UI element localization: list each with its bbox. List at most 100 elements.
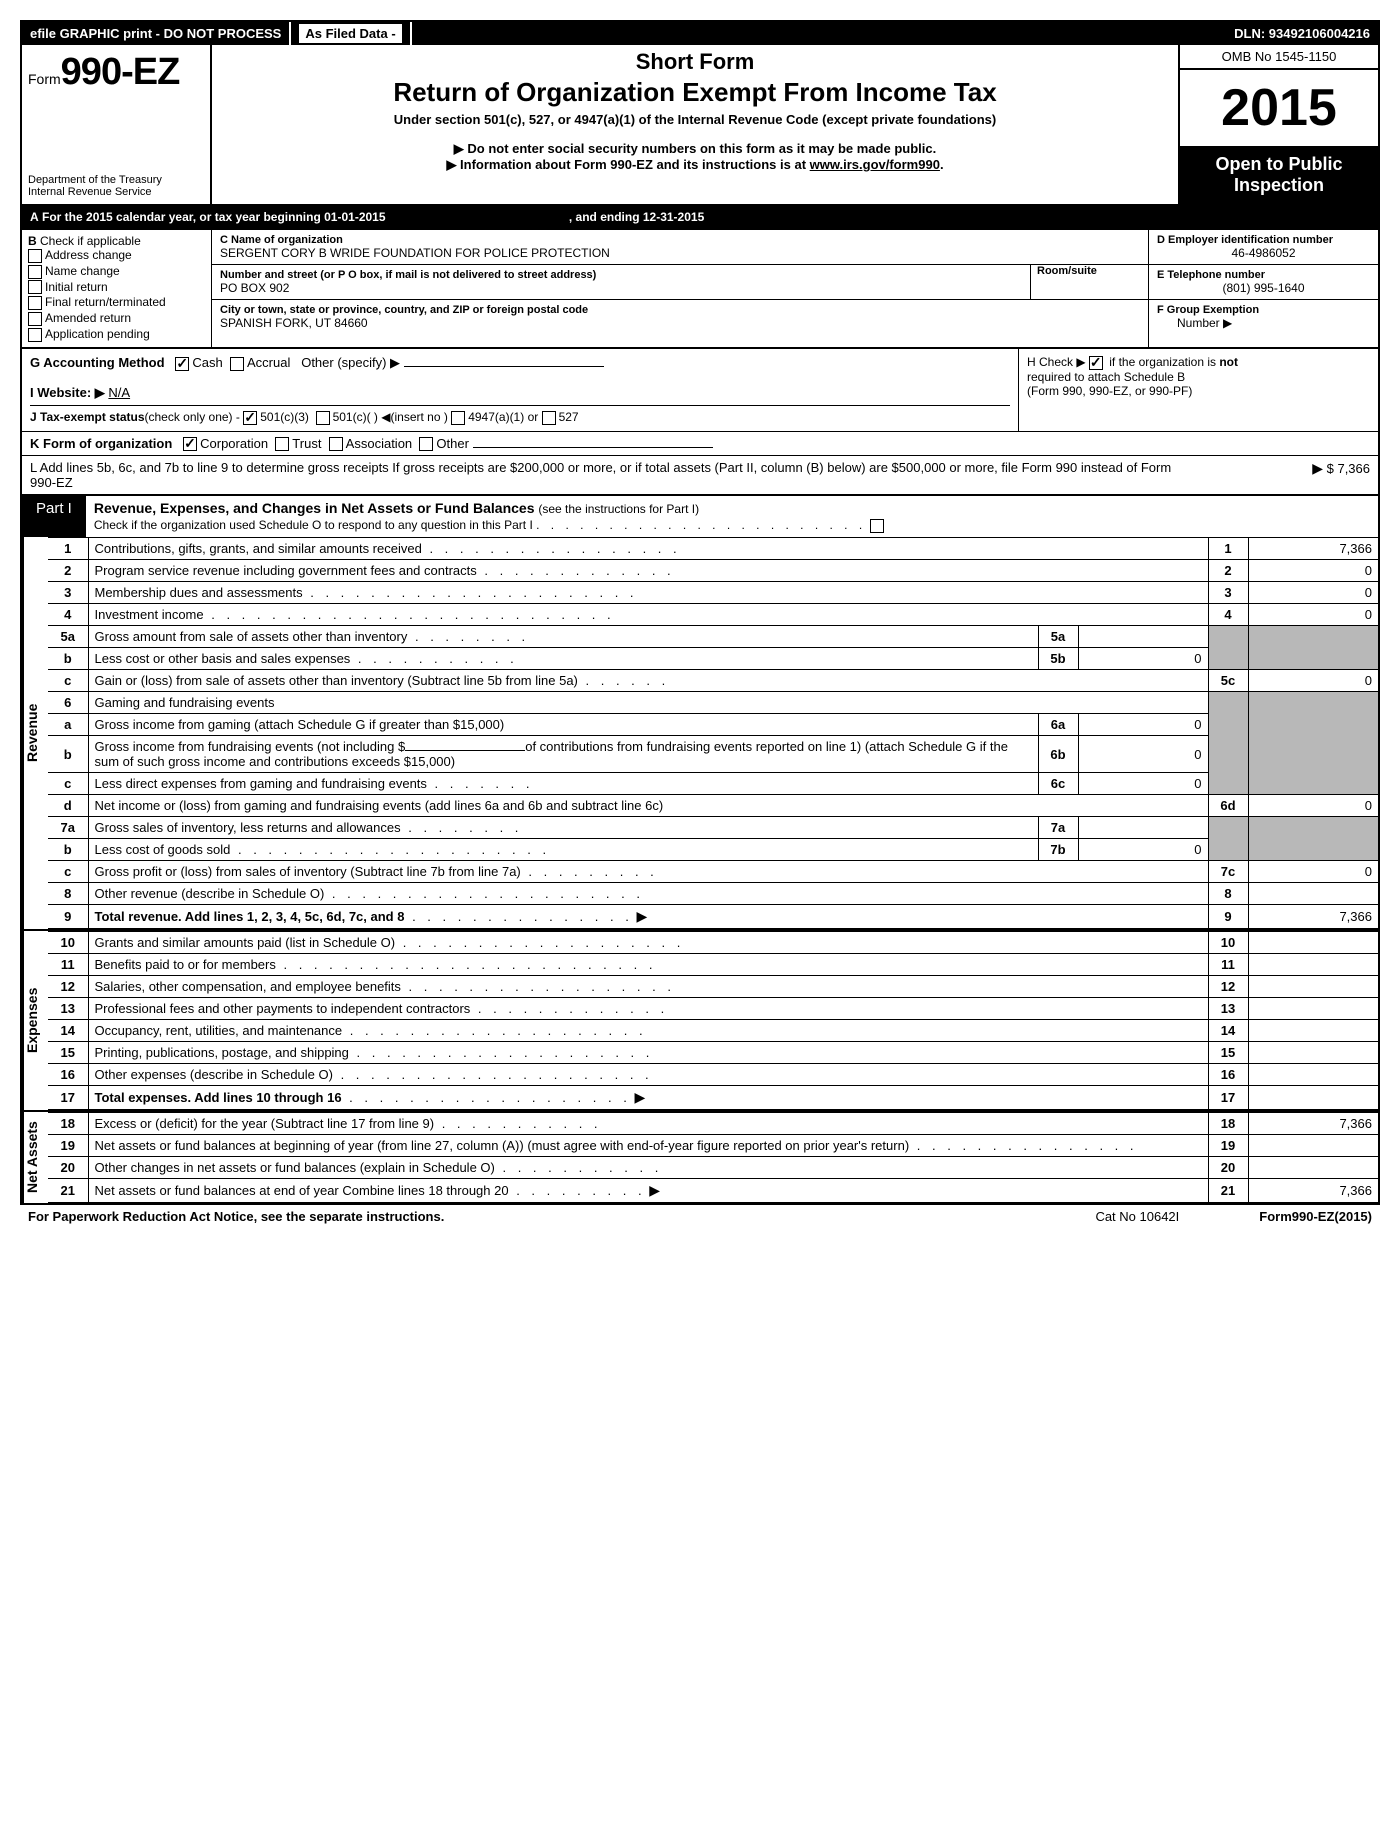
line-7c-desc: Gross profit or (loss) from sales of inv… — [95, 864, 521, 879]
col-b: B Check if applicable Address change Nam… — [22, 230, 212, 347]
line-14-val — [1248, 1020, 1378, 1042]
chk-501c[interactable] — [316, 411, 330, 425]
line-12-desc: Salaries, other compensation, and employ… — [95, 979, 401, 994]
line-5a: 5aGross amount from sale of assets other… — [48, 626, 1378, 648]
line-9-val: 7,366 — [1248, 905, 1378, 929]
line-6c: cLess direct expenses from gaming and fu… — [48, 773, 1378, 795]
row-h-text2: if the organization is — [1109, 355, 1216, 369]
part1-sub: (see the instructions for Part I) — [538, 502, 699, 516]
org-city-row: City or town, state or province, country… — [212, 300, 1148, 334]
line-20-val — [1248, 1157, 1378, 1179]
line-5b: bLess cost or other basis and sales expe… — [48, 648, 1378, 670]
col-b-heading: Check if applicable — [40, 234, 141, 248]
section-gh: G Accounting Method Cash Accrual Other (… — [22, 349, 1378, 432]
line-15-val — [1248, 1042, 1378, 1064]
line-6d-desc: Net income or (loss) from gaming and fun… — [88, 795, 1208, 817]
chk-final-return[interactable]: Final return/terminated — [28, 295, 205, 310]
chk-527[interactable] — [542, 411, 556, 425]
chk-address-change[interactable]: Address change — [28, 248, 205, 263]
line-21: 21Net assets or fund balances at end of … — [48, 1179, 1378, 1203]
year-box: OMB No 1545-1150 2015 Open to Public Ins… — [1178, 45, 1378, 204]
line-7c: cGross profit or (loss) from sales of in… — [48, 861, 1378, 883]
row-a-label: A — [30, 210, 39, 224]
line-13-val — [1248, 998, 1378, 1020]
group-label: F Group Exemption — [1157, 304, 1259, 316]
street-label: Number and street (or P O box, if mail i… — [220, 269, 596, 281]
expenses-table: 10Grants and similar amounts paid (list … — [48, 931, 1378, 1110]
part1-title: Revenue, Expenses, and Changes in Net As… — [86, 496, 1378, 537]
line-19-val — [1248, 1135, 1378, 1157]
row-l: L Add lines 5b, 6c, and 7b to line 9 to … — [22, 456, 1378, 496]
chk-association[interactable] — [329, 437, 343, 451]
chk-initial-return[interactable]: Initial return — [28, 280, 205, 295]
line-4-val: 0 — [1248, 604, 1378, 626]
line-5a-val — [1078, 626, 1208, 648]
line-17: 17Total expenses. Add lines 10 through 1… — [48, 1086, 1378, 1110]
line-21-desc: Net assets or fund balances at end of ye… — [95, 1183, 509, 1198]
line-17-val — [1248, 1086, 1378, 1110]
chk-name-change[interactable]: Name change — [28, 264, 205, 279]
irs-link[interactable]: www.irs.gov/form990 — [810, 157, 940, 172]
opt-other: Other (specify) ▶ — [301, 355, 400, 370]
open-to-public: Open to Public Inspection — [1180, 146, 1378, 204]
row-a-end: , and ending 12-31-2015 — [569, 210, 704, 224]
part1-check-line: Check if the organization used Schedule … — [94, 518, 887, 532]
chk-other-org[interactable] — [419, 437, 433, 451]
line-14-desc: Occupancy, rent, utilities, and maintena… — [95, 1023, 343, 1038]
chk-label-amended: Amended return — [45, 311, 131, 325]
as-filed-data: As Filed Data - — [299, 24, 401, 43]
tel-label: E Telephone number — [1157, 269, 1370, 281]
chk-schedule-b[interactable] — [1089, 356, 1103, 370]
tax-year: 2015 — [1180, 70, 1378, 146]
row-g-label: G Accounting Method — [30, 355, 165, 370]
line-9-desc: Total revenue. Add lines 1, 2, 3, 4, 5c,… — [95, 909, 405, 924]
org-name: SERGENT CORY B WRIDE FOUNDATION FOR POLI… — [220, 246, 1140, 260]
chk-accrual[interactable] — [230, 357, 244, 371]
line-15: 15Printing, publications, postage, and s… — [48, 1042, 1378, 1064]
org-street-row: Number and street (or P O box, if mail i… — [212, 265, 1148, 300]
opt-trust: Trust — [292, 436, 321, 451]
open-line1: Open to Public — [1188, 154, 1370, 175]
other-org-input[interactable] — [473, 447, 713, 448]
line-12-val — [1248, 976, 1378, 998]
dln: DLN: 93492106004216 — [1226, 22, 1378, 45]
row-l-amount: $ 7,366 — [1327, 461, 1370, 476]
other-method-input[interactable] — [404, 366, 604, 367]
row-h-not: not — [1219, 355, 1238, 369]
revenue-label: Revenue — [22, 537, 48, 929]
line-1-val: 7,366 — [1248, 538, 1378, 560]
note-info-suffix: . — [940, 157, 944, 172]
line-16-val — [1248, 1064, 1378, 1086]
opt-assoc: Association — [346, 436, 412, 451]
line-14: 14Occupancy, rent, utilities, and mainte… — [48, 1020, 1378, 1042]
as-filed-wrap: As Filed Data - — [291, 22, 411, 45]
page-footer: For Paperwork Reduction Act Notice, see … — [20, 1205, 1380, 1228]
line-6d-val: 0 — [1248, 795, 1378, 817]
room-label: Room/suite — [1037, 265, 1140, 277]
chk-cash[interactable] — [175, 357, 189, 371]
opt-501c: 501(c)( ) — [333, 410, 378, 424]
line-6c-val: 0 — [1078, 773, 1208, 795]
chk-schedule-o[interactable] — [870, 519, 884, 533]
line-10: 10Grants and similar amounts paid (list … — [48, 932, 1378, 954]
line-19-desc: Net assets or fund balances at beginning… — [95, 1138, 910, 1153]
chk-4947[interactable] — [451, 411, 465, 425]
catalog-number: Cat No 10642I — [1095, 1209, 1179, 1224]
line-5a-desc: Gross amount from sale of assets other t… — [95, 629, 408, 644]
city-label: City or town, state or province, country… — [220, 304, 1140, 316]
line-15-desc: Printing, publications, postage, and shi… — [95, 1045, 349, 1060]
paperwork-notice: For Paperwork Reduction Act Notice, see … — [28, 1209, 444, 1224]
chk-amended-return[interactable]: Amended return — [28, 311, 205, 326]
expenses-section: Expenses 10Grants and similar amounts pa… — [22, 929, 1378, 1110]
line-7b: bLess cost of goods sold . . . . . . . .… — [48, 839, 1378, 861]
chk-trust[interactable] — [275, 437, 289, 451]
chk-corporation[interactable] — [183, 437, 197, 451]
line-20-desc: Other changes in net assets or fund bala… — [95, 1160, 495, 1175]
line-11-val — [1248, 954, 1378, 976]
chk-501c3[interactable] — [243, 411, 257, 425]
chk-application-pending[interactable]: Application pending — [28, 327, 205, 342]
line-5c-val: 0 — [1248, 670, 1378, 692]
website-value: N/A — [108, 385, 130, 400]
line-6b-input[interactable] — [405, 750, 525, 751]
line-6c-desc: Less direct expenses from gaming and fun… — [95, 776, 427, 791]
